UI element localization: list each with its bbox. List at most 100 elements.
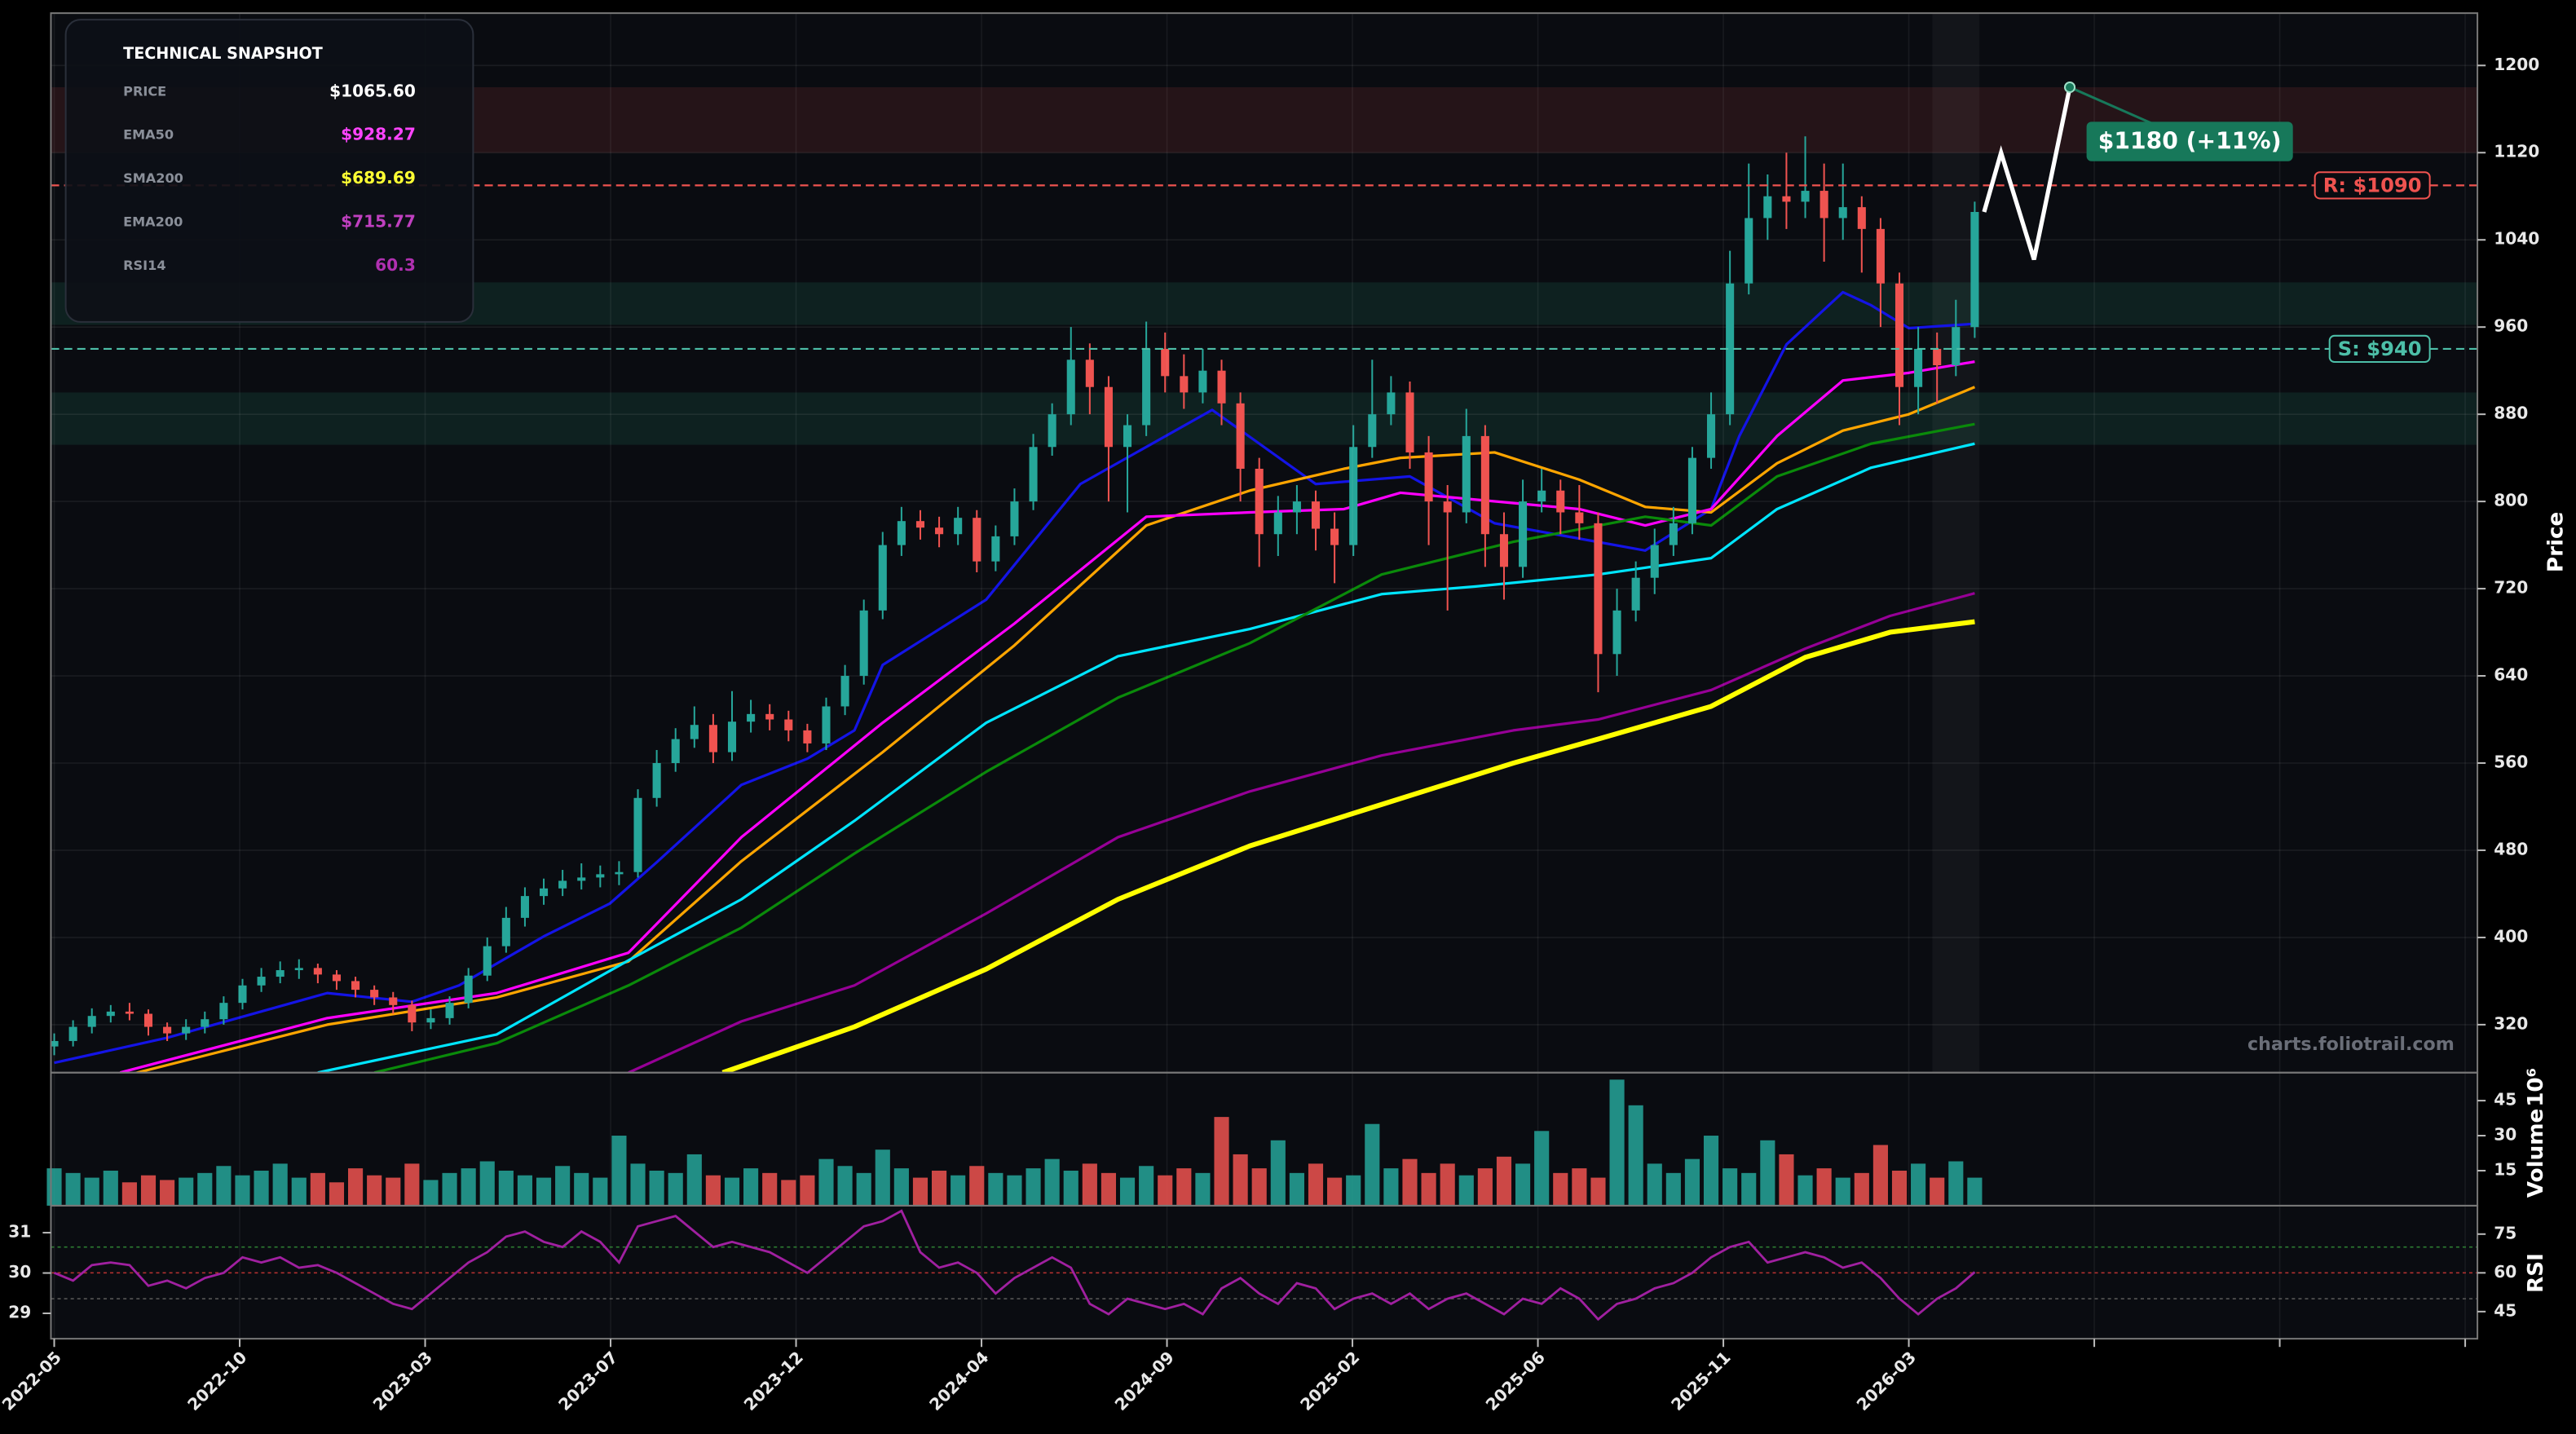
candle-body: [483, 946, 492, 976]
volume-bar: [931, 1170, 947, 1206]
recent-highlight: [1932, 13, 1980, 1073]
rsi-left-tick-label: 31: [8, 1222, 31, 1242]
candle-body: [1745, 218, 1753, 284]
candle-body: [727, 721, 737, 752]
volume-bar: [1534, 1131, 1550, 1206]
price-tick-label: 960: [2494, 316, 2528, 336]
candle-body: [1499, 534, 1509, 567]
volume-bar: [1741, 1172, 1757, 1206]
snapshot-box: [64, 19, 474, 323]
candle-body: [1368, 414, 1377, 448]
watermark: charts.foliotrail.com: [2247, 1034, 2455, 1055]
volume-bar: [593, 1177, 608, 1206]
volume-bar: [517, 1175, 533, 1206]
volume-bar: [1119, 1177, 1136, 1206]
candle-body: [1180, 376, 1189, 393]
candle-body: [840, 676, 849, 707]
rsi-tick-label: 45: [2494, 1300, 2516, 1320]
candle-body: [1311, 501, 1321, 529]
volume-tick-label: 30: [2494, 1125, 2516, 1145]
volume-bar: [1703, 1136, 1719, 1206]
candle-body: [1594, 523, 1603, 655]
candle-body: [1029, 447, 1038, 502]
candle-body: [1726, 283, 1735, 415]
volume-bar: [1628, 1105, 1643, 1206]
candle-body: [51, 1040, 59, 1047]
volume-bar: [1365, 1123, 1380, 1206]
candle-body: [577, 877, 586, 881]
volume-bar: [1251, 1168, 1267, 1206]
volume-bar: [1026, 1168, 1041, 1206]
rsi-line: [53, 1209, 1976, 1321]
candle-body: [238, 985, 247, 1004]
candle-body: [1387, 392, 1396, 415]
volume-bar: [668, 1172, 683, 1206]
snapshot-label: EMA50: [123, 127, 174, 143]
annotation-leader: [2069, 86, 2153, 125]
candle-body: [1424, 452, 1433, 502]
candle-body: [784, 719, 793, 730]
snapshot-title: TECHNICAL SNAPSHOT: [123, 44, 323, 63]
candle-body: [1650, 545, 1659, 578]
candle-body: [1575, 512, 1584, 523]
candle-body: [1349, 447, 1358, 545]
level-label: S: $940: [2338, 338, 2422, 360]
snapshot-label: RSI14: [123, 258, 165, 273]
candle-body: [671, 739, 680, 764]
volume-bar: [1007, 1175, 1022, 1206]
candle-body: [991, 536, 1000, 562]
candle-body: [1838, 207, 1847, 218]
volume-bar: [1684, 1158, 1700, 1206]
volume-bar: [1891, 1170, 1908, 1206]
volume-bar: [951, 1175, 966, 1206]
candle-body: [201, 1019, 210, 1027]
volume-bar: [837, 1166, 853, 1206]
snapshot-value: $1065.60: [329, 81, 416, 100]
volume-bar: [1440, 1163, 1455, 1206]
rsi-left-tick-label: 29: [8, 1302, 31, 1321]
volume-bar: [103, 1170, 118, 1206]
volume-bar: [235, 1175, 250, 1206]
volume-bar: [1308, 1163, 1324, 1206]
volume-bar: [630, 1163, 646, 1206]
volume-bar: [121, 1182, 137, 1206]
volume-bar: [1421, 1172, 1436, 1206]
volume-bar: [1233, 1154, 1248, 1206]
candle-body: [1273, 512, 1282, 535]
volume-bar: [1082, 1163, 1097, 1206]
price-axis-label: Price: [2543, 512, 2568, 572]
volume-bar: [367, 1175, 382, 1206]
volume-bar: [1665, 1172, 1681, 1206]
candle-body: [1933, 348, 1942, 365]
candle-body: [1519, 501, 1528, 567]
candle-body: [615, 871, 624, 875]
price-tick-label: 1120: [2494, 142, 2539, 161]
volume-bar: [705, 1175, 721, 1206]
candle-body: [1820, 191, 1828, 218]
candle-body: [596, 874, 605, 878]
moving-average-line: [721, 619, 1975, 1073]
volume-bar: [1854, 1172, 1869, 1206]
volume-bar: [1176, 1168, 1192, 1206]
snapshot-value: $928.27: [341, 125, 416, 144]
volume-bar: [574, 1172, 589, 1206]
price-panel: [51, 13, 2478, 1073]
snapshot-value: 60.3: [375, 255, 416, 275]
volume-bar: [1797, 1175, 1813, 1206]
volume-bar: [1327, 1177, 1343, 1206]
candle-body: [294, 968, 303, 971]
volume-scale-label: 10⁶: [2524, 1068, 2548, 1107]
candle-body: [106, 1011, 115, 1017]
rsi-left-tick-label: 30: [8, 1262, 31, 1282]
candle-body: [1952, 327, 1961, 365]
candle-body: [1612, 610, 1621, 655]
snapshot-label: EMA200: [123, 214, 183, 230]
volume-bar: [498, 1170, 514, 1206]
price-tick-label: 1200: [2494, 55, 2539, 74]
candle-body: [558, 880, 567, 889]
candle-body: [1857, 207, 1866, 229]
volume-bar: [1214, 1117, 1229, 1206]
volume-bar: [1590, 1177, 1606, 1206]
